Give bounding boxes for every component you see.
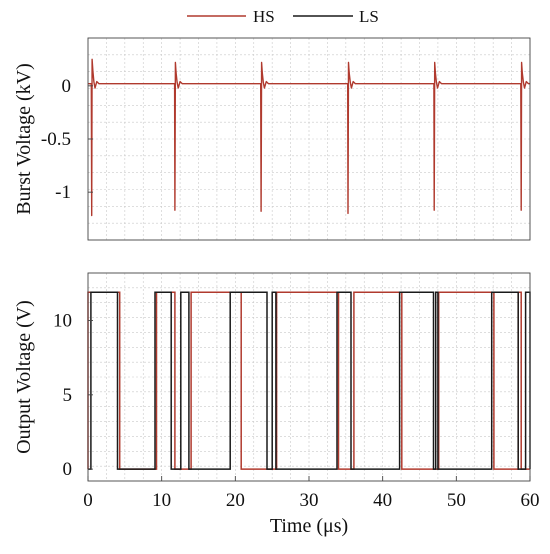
y-tick-label: 10 — [53, 311, 72, 332]
y-tick-label: -1 — [55, 182, 71, 203]
x-tick-label: 60 — [521, 490, 540, 511]
x-tick-label: 10 — [152, 490, 171, 511]
bottom-y-ticks: 0 5 10 — [53, 311, 93, 480]
top-y-axis-label: Burst Voltage (kV) — [13, 63, 35, 214]
bottom-plot-area — [87, 291, 531, 470]
output-voltage-panel: 0 5 10 0 10 20 30 40 50 60 Output Voltage (V) Ti… — [13, 272, 540, 537]
legend: HS LS — [187, 7, 379, 26]
bottom-grid — [88, 273, 530, 481]
legend-label-hs: HS — [253, 7, 275, 26]
y-tick-label: 5 — [63, 385, 73, 406]
bottom-y-axis-label: Output Voltage (V) — [13, 300, 35, 454]
x-tick-label: 30 — [300, 490, 319, 511]
series-line-ls-output — [88, 291, 531, 470]
legend-label-ls: LS — [359, 7, 379, 26]
x-tick-label: 0 — [83, 490, 93, 511]
series-line-hs-burst — [88, 58, 530, 217]
y-tick-label: -0.5 — [41, 129, 71, 150]
x-ticks: 0 10 20 30 40 50 60 — [83, 476, 540, 511]
top-plot-area — [88, 58, 530, 217]
y-tick-label: 0 — [62, 76, 72, 97]
burst-voltage-panel: 0 -0.5 -1 Burst Voltage (kV) — [13, 37, 531, 241]
x-tick-label: 50 — [447, 490, 466, 511]
top-y-ticks: 0 -0.5 -1 — [41, 76, 93, 203]
x-tick-label: 40 — [373, 490, 392, 511]
top-grid — [88, 38, 530, 240]
y-tick-label: 0 — [63, 459, 73, 480]
x-tick-label: 20 — [226, 490, 245, 511]
x-axis-label: Time (μs) — [270, 515, 348, 537]
